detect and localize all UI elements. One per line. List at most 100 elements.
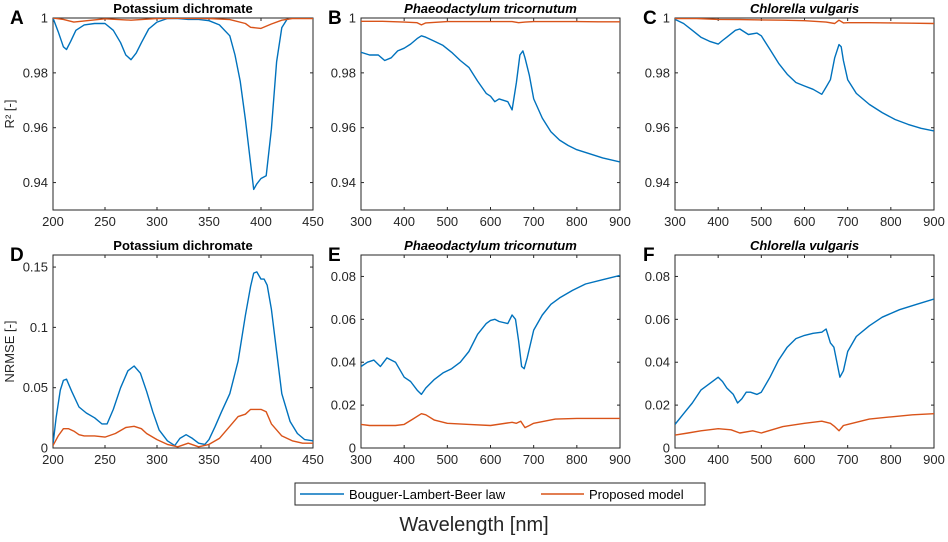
panel-letter: D <box>10 245 24 266</box>
panel-b: 300 400 500 600 700 800 900 0.94 0.96 0.98 1 Phaeod… <box>328 1 631 229</box>
panel-title: Chlorella vulgaris <box>750 1 859 16</box>
series-blb-c <box>675 18 934 132</box>
y-tick-label: 0.98 <box>645 65 670 80</box>
x-tick-label: 200 <box>42 214 64 229</box>
x-tick-label: 900 <box>609 214 631 229</box>
legend-box <box>294 482 706 506</box>
y-tick-label: 0.94 <box>23 175 48 190</box>
series-proposed-f <box>675 413 934 436</box>
x-tick-label: 900 <box>609 452 631 467</box>
y-tick-label: 0.15 <box>23 260 48 275</box>
series-proposed-d <box>53 408 313 448</box>
y-axis-label: R² [-] <box>2 100 17 129</box>
y-tick-label: 0.02 <box>645 398 670 413</box>
x-tick-label: 800 <box>566 214 588 229</box>
legend-label-blb: Bouguer-Lambert-Beer law <box>349 487 506 502</box>
x-tick-label: 300 <box>146 452 168 467</box>
y-tick-label: 0.06 <box>331 312 356 327</box>
plot-area <box>674 254 935 449</box>
panel-e: 300 400 500 600 700 800 900 0 0.02 0.04 0.06 0.08 Ph… <box>328 238 631 467</box>
x-tick-label: 600 <box>480 214 502 229</box>
x-tick-label: 500 <box>750 214 772 229</box>
y-tick-label: 0.96 <box>645 120 670 135</box>
y-tick-label: 0.94 <box>645 175 670 190</box>
panel-letter: B <box>328 8 342 29</box>
panel-letter: C <box>643 8 657 29</box>
y-axis-label: NRMSE [-] <box>2 320 17 382</box>
x-tick-label: 400 <box>707 452 729 467</box>
y-tick-label: 0.05 <box>23 380 48 395</box>
x-tick-label: 250 <box>94 452 116 467</box>
y-tick-label: 1 <box>41 11 48 26</box>
panel-f: 300 400 500 600 700 800 900 0 0.02 0.04 0.06 0.08 Ch… <box>643 238 945 467</box>
x-tick-label: 350 <box>198 452 220 467</box>
plot-area <box>360 254 621 449</box>
panel-letter: E <box>328 245 341 266</box>
panel-title: Potassium dichromate <box>113 238 252 253</box>
series-proposed-e <box>361 413 620 429</box>
legend-label-proposed: Proposed model <box>589 487 684 502</box>
y-tick-label: 0 <box>663 441 670 456</box>
y-tick-label: 0.1 <box>30 320 48 335</box>
y-tick-label: 0.02 <box>331 398 356 413</box>
x-tick-label: 900 <box>923 452 945 467</box>
x-tick-label: 300 <box>350 214 372 229</box>
plot-area <box>52 254 314 449</box>
x-tick-label: 350 <box>198 214 220 229</box>
x-tick-label: 200 <box>42 452 64 467</box>
y-tick-label: 0.08 <box>645 269 670 284</box>
y-tick-label: 0.96 <box>23 120 48 135</box>
panel-letter: F <box>643 245 655 266</box>
y-tick-label: 1 <box>663 11 670 26</box>
x-tick-label: 700 <box>523 214 545 229</box>
x-tick-label: 400 <box>393 214 415 229</box>
x-tick-label: 500 <box>436 452 458 467</box>
series-proposed-a <box>53 18 313 30</box>
plot-area <box>360 17 621 211</box>
series-proposed-b <box>361 20 620 26</box>
x-tick-label: 700 <box>837 214 859 229</box>
y-tick-label: 1 <box>349 11 356 26</box>
y-tick-label: 0.08 <box>331 269 356 284</box>
y-tick-label: 0.94 <box>331 175 356 190</box>
y-tick-label: 0.06 <box>645 312 670 327</box>
x-tick-label: 800 <box>880 214 902 229</box>
x-tick-label: 700 <box>523 452 545 467</box>
panel-title: Phaeodactylum tricornutum <box>404 1 577 16</box>
x-tick-label: 450 <box>302 214 324 229</box>
panel-letter: A <box>10 8 24 29</box>
panel-title: Potassium dichromate <box>113 1 252 16</box>
y-tick-label: 0.96 <box>331 120 356 135</box>
series-blb-f <box>675 298 934 425</box>
y-tick-label: 0.04 <box>645 355 670 370</box>
x-tick-label: 700 <box>837 452 859 467</box>
panel-title: Phaeodactylum tricornutum <box>404 238 577 253</box>
x-tick-label: 500 <box>436 214 458 229</box>
x-tick-label: 300 <box>664 214 686 229</box>
series-proposed-c <box>675 18 934 25</box>
x-tick-label: 600 <box>794 452 816 467</box>
global-x-label: Wavelength [nm] <box>399 514 548 536</box>
x-tick-label: 800 <box>880 452 902 467</box>
x-tick-label: 300 <box>664 452 686 467</box>
x-tick-label: 800 <box>566 452 588 467</box>
x-tick-label: 450 <box>302 452 324 467</box>
y-tick-label: 0.98 <box>23 65 48 80</box>
y-tick-label: 0.98 <box>331 65 356 80</box>
y-tick-label: 0 <box>349 441 356 456</box>
x-tick-label: 400 <box>707 214 729 229</box>
plot-area <box>52 17 314 211</box>
x-tick-label: 300 <box>350 452 372 467</box>
x-tick-label: 400 <box>250 214 272 229</box>
panel-title: Chlorella vulgaris <box>750 238 859 253</box>
x-tick-label: 600 <box>480 452 502 467</box>
y-tick-label: 0.04 <box>331 355 356 370</box>
x-tick-label: 400 <box>393 452 415 467</box>
plot-area <box>674 17 935 211</box>
legend: Bouguer-Lambert-Beer law Proposed model <box>294 482 706 506</box>
y-tick-label: 0 <box>41 441 48 456</box>
panel-d: 200 250 300 350 400 450 0 0.05 0.1 0.15 Potassium … <box>2 238 324 467</box>
x-tick-label: 300 <box>146 214 168 229</box>
